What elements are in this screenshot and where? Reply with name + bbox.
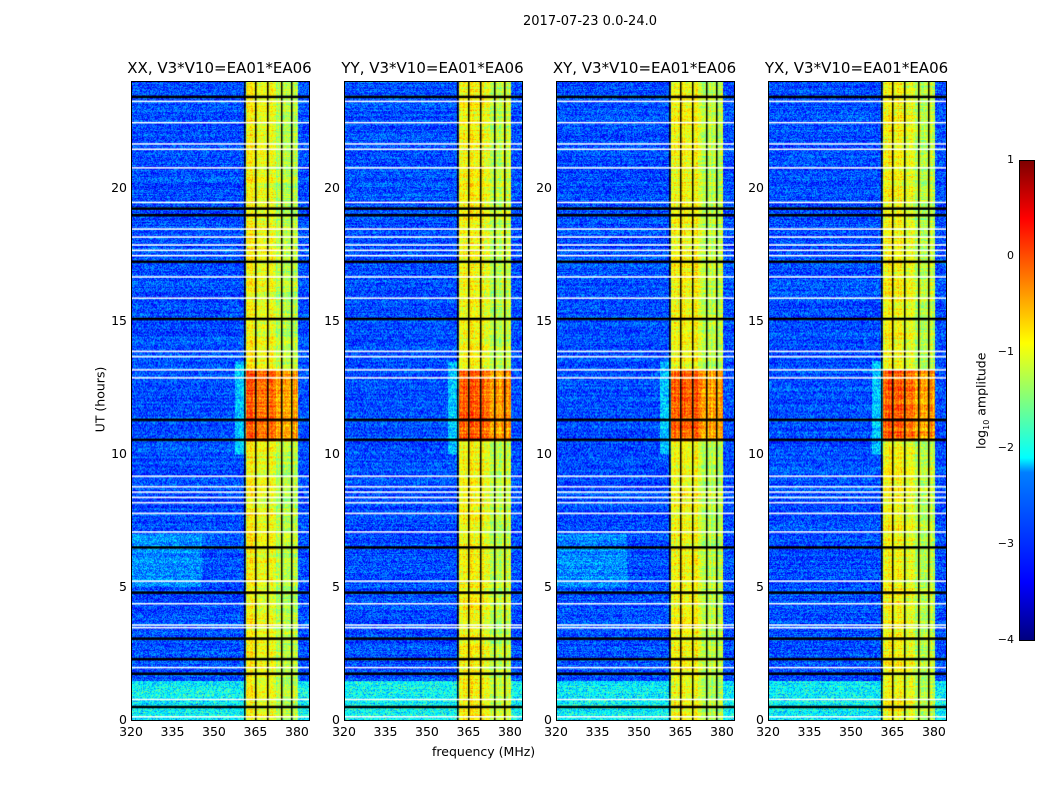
x-tick-label: 320 [544,724,568,739]
colorbar-tick-label: −3 [997,537,1014,550]
x-tick-label: 320 [119,724,143,739]
x-tick-label: 335 [797,724,822,739]
x-tick-label: 350 [627,724,651,739]
x-tick-label: 380 [285,724,309,739]
y-tick-label: 15 [111,312,127,328]
panel-title: XX, V3*V10=EA01*EA06 [127,59,312,77]
y-tick-label: 15 [536,312,552,328]
y-tick-label: 10 [324,445,340,461]
spectrogram-image [557,82,734,720]
x-tick-label: 335 [373,724,398,739]
colorbar-tick-label: −2 [997,441,1014,454]
panel-title: YY, V3*V10=EA01*EA06 [341,59,524,77]
y-axis-label: UT (hours) [92,366,108,433]
x-tick-label: 380 [498,724,522,739]
x-tick-label: 350 [202,724,226,739]
y-tick-label: 0 [544,712,552,727]
colorbar-tick-label: −4 [997,633,1014,646]
colorbar [1019,160,1035,641]
figure-title: 2017-07-23 0.0-24.0 [523,14,657,29]
y-tick-label: 15 [748,312,764,328]
x-tick-label: 350 [415,724,439,739]
y-tick-label: 15 [324,312,340,328]
x-tick-label: 320 [332,724,356,739]
x-tick-label: 335 [160,724,185,739]
y-tick-label: 0 [332,712,340,727]
x-tick-label: 365 [880,724,905,739]
spectrogram-panel [131,81,310,721]
panel-title: YX, V3*V10=EA01*EA06 [764,59,949,77]
spectrogram-panel [556,81,735,721]
y-tick-label: 20 [111,179,127,195]
spectrogram-image [769,82,946,720]
y-tick-label: 10 [536,445,552,461]
x-tick-label: 380 [710,724,734,739]
spectrogram-image [345,82,522,720]
colorbar-tick-label: 1 [1007,153,1014,166]
y-tick-label: 10 [111,445,127,461]
y-tick-label: 5 [119,578,127,594]
x-tick-label: 365 [243,724,268,739]
spectrogram-panel [344,81,523,721]
y-tick-label: 10 [748,445,764,461]
y-tick-label: 20 [324,179,340,195]
y-tick-label: 5 [756,578,764,594]
x-tick-label: 320 [756,724,780,739]
y-tick-label: 5 [332,578,340,594]
y-tick-label: 0 [119,712,127,727]
y-tick-label: 0 [756,712,764,727]
x-tick-label: 380 [922,724,946,739]
y-tick-label: 20 [536,179,552,195]
x-axis-label: frequency (MHz) [432,744,536,759]
y-tick-label: 5 [544,578,552,594]
colorbar-tick-label: −1 [997,345,1014,358]
spectrogram-panel [768,81,947,721]
y-tick-label: 20 [748,179,764,195]
x-tick-label: 335 [585,724,610,739]
panel-title: XY, V3*V10=EA01*EA06 [552,59,737,77]
colorbar-tick-label: 0 [1007,249,1014,262]
x-tick-label: 365 [668,724,693,739]
x-tick-label: 350 [839,724,863,739]
spectrogram-image [132,82,309,720]
x-tick-label: 365 [456,724,481,739]
